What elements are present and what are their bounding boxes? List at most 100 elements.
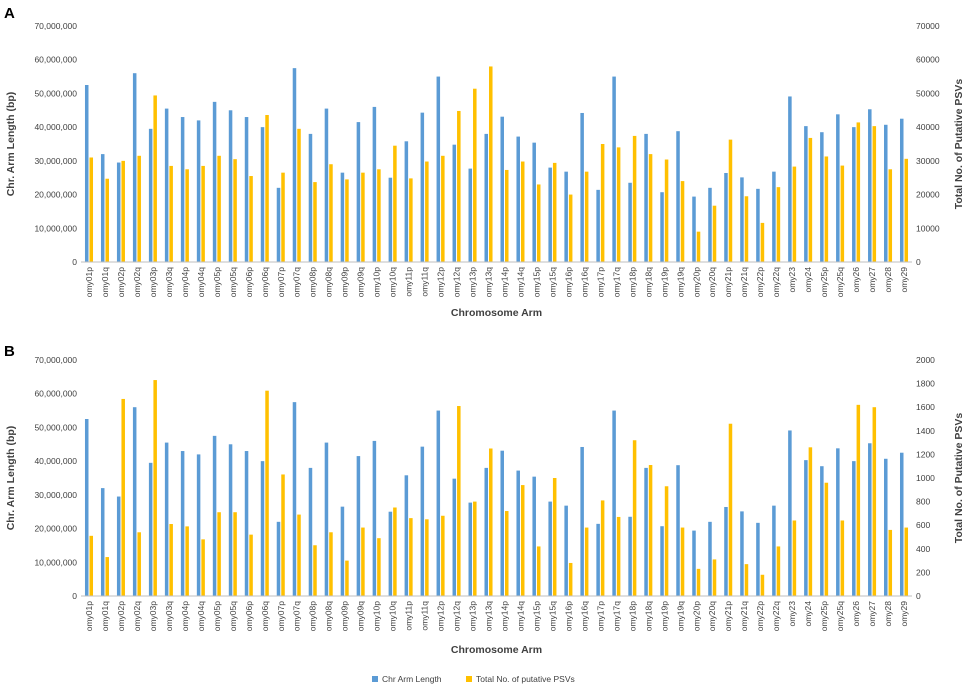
panel-a-bar-length-omy24 — [804, 126, 808, 262]
panel-a-bar-length-omy13p — [468, 168, 473, 262]
panel-b-x-tick-label: omy13p — [468, 601, 478, 632]
panel-b-x-tick-label: omy18q — [643, 601, 653, 632]
panel-b-bar-length-omy13p — [468, 502, 473, 596]
panel-b-bar-length-omy12p — [436, 410, 441, 596]
panel-a-bar-psv-omy17p — [600, 144, 605, 262]
panel-b-bar-length-omy02p — [116, 496, 121, 596]
panel-a-bar-length-omy06p — [244, 117, 249, 262]
panel-a-bar-length-omy19q — [676, 131, 680, 262]
panel-b-x-tick-label: omy11p — [404, 601, 414, 631]
panel-a-y2-tick-label: 0 — [916, 257, 921, 267]
panel-a-x-tick-label: omy01q — [100, 267, 110, 298]
panel-a-x-tick-label: omy12q — [452, 267, 462, 298]
panel-b-x-tick-label: omy07p — [276, 601, 286, 632]
panel-b-y2-tick-label: 400 — [916, 544, 930, 554]
panel-b-bar-length-omy10q — [388, 511, 393, 596]
panel-a-bar-psv-omy21q — [744, 196, 749, 262]
panel-a-x-tick-label: omy08q — [324, 267, 334, 298]
panel-b-right-axis: 0 200 400 600 800 1000 1200 1400 1600 1800 2000 — [916, 355, 935, 601]
panel-b-bar-length-omy17p — [596, 523, 600, 596]
panel-b-x-tick-label: omy20q — [707, 601, 717, 632]
panel-a-x-tick-label: omy27 — [867, 267, 877, 293]
panel-a-y2-tick-label: 70000 — [916, 21, 940, 31]
panel-b-bar-length-omy19q — [676, 465, 680, 596]
panel-a-bar-psv-omy04q — [201, 165, 205, 262]
panel-b-x-tick-label: omy05q — [228, 601, 238, 632]
panel-b-bar-length-omy22q — [772, 505, 776, 596]
panel-b-x-tick-label: omy08q — [324, 601, 334, 632]
panel-b-bar-psv-omy02q — [137, 532, 141, 596]
panel-b-x-tick-label: omy01q — [100, 601, 110, 632]
panel-b-y2-tick-label: 0 — [916, 591, 921, 601]
panel-a-bar-length-omy10q — [388, 177, 393, 262]
panel-a-x-tick-label: omy18p — [627, 267, 637, 298]
panel-a-bar-psv-omy20q — [712, 205, 717, 262]
panel-a-bar-psv-omy09q — [361, 172, 365, 262]
panel-a-y2-tick-label: 30000 — [916, 156, 940, 166]
panel-a-bar-length-omy14q — [516, 136, 520, 262]
panel-b-x-tick-label: omy13q — [484, 601, 494, 632]
panel-b-bar-length-omy04p — [180, 451, 185, 596]
panel-a-bar-psv-omy09p — [345, 179, 349, 262]
panel-a-x-tick-label: omy06q — [260, 267, 270, 298]
panel-b-bar-psv-omy25q — [840, 520, 845, 596]
panel-a-x-tick-labels: omy01p omy01q omy02p omy02q omy03p omy03q omy0… — [84, 267, 909, 298]
panel-b-x-tick-label: omy28 — [883, 601, 893, 627]
panel-b-x-tick-label: omy09q — [356, 601, 366, 632]
panel-b-bar-psv-omy06p — [249, 534, 253, 596]
panel-a-left-axis: 0 10,000,000 20,000,000 30,000,000 40,000,00… — [34, 21, 77, 267]
panel-b-y-tick-label: 30,000,000 — [34, 490, 77, 500]
panel-a-bar-length-omy07p — [276, 187, 281, 262]
panel-b-y2-tick-label: 800 — [916, 497, 930, 507]
panel-a-x-tick-label: omy18q — [643, 267, 653, 298]
panel-a-x-tick-label: omy05p — [212, 267, 222, 298]
panel-a-x-tick-label: omy10q — [388, 267, 398, 298]
panel-b-bar-psv-omy10p — [377, 538, 381, 596]
panel-a-bar-length-omy03p — [148, 128, 153, 262]
panel-a-x-tick-label: omy16p — [563, 267, 573, 298]
panel-b-bars — [84, 380, 909, 596]
panel-b-y-tick-label: 20,000,000 — [34, 524, 77, 534]
panel-b-bar-psv-omy29 — [904, 527, 909, 596]
panel-a-bar-psv-omy07p — [281, 172, 285, 262]
panel-a-y-tick-label: 30,000,000 — [34, 156, 77, 166]
panel-b-y2-tick-label: 200 — [916, 567, 930, 577]
panel-b-x-tick-label: omy24 — [803, 601, 813, 627]
panel-b-y2-tick-label: 600 — [916, 520, 930, 530]
panel-a-bar-psv-omy16q — [584, 171, 589, 262]
panel-b-bar-length-omy17q — [612, 410, 616, 596]
panel-a-bar-length-omy20p — [692, 196, 696, 262]
panel-a-bar-length-omy19p — [660, 192, 664, 262]
panel-a-y-tick-label: 20,000,000 — [34, 190, 77, 200]
panel-b-bar-length-omy20q — [708, 521, 712, 596]
panel-b-bar-length-omy29 — [899, 452, 904, 596]
panel-b-x-tick-label: omy15q — [547, 601, 557, 632]
panel-a-bar-length-omy01p — [84, 85, 89, 262]
panel-a-x-tick-label: omy05q — [228, 267, 238, 298]
panel-a-y-tick-label: 60,000,000 — [34, 55, 77, 65]
panel-a-y2-tick-label: 20000 — [916, 190, 940, 200]
panel-b-bar-length-omy24 — [804, 460, 808, 596]
panel-a-bar-psv-omy02q — [137, 155, 141, 262]
panel-b-bar-psv-omy15q — [552, 478, 557, 596]
panel-a-bar-psv-omy28 — [888, 169, 893, 262]
panel-a-y-tick-label: 40,000,000 — [34, 122, 77, 132]
panel-b-x-tick-label: omy19p — [659, 601, 669, 632]
panel-a-bar-length-omy11p — [404, 141, 409, 262]
panel-b-x-tick-label: omy06q — [260, 601, 270, 632]
panel-b-bar-length-omy28 — [884, 458, 888, 596]
panel-a-bar-psv-omy19q — [680, 181, 685, 262]
panel-b-bar-psv-omy05p — [217, 512, 221, 596]
panel-b-bar-length-omy15q — [548, 501, 552, 596]
panel-b-bar-psv-omy01q — [105, 557, 109, 596]
panel-b-bar-psv-omy07q — [297, 514, 301, 596]
panel-a-bar-psv-omy12p — [441, 155, 445, 262]
panel-b-bar-psv-omy21q — [744, 564, 749, 596]
panel-b-y2-axis-title: Total No. of Putative PSVs — [953, 413, 965, 544]
panel-a-bar-length-omy09q — [356, 122, 361, 262]
panel-b-bar-psv-omy21p — [728, 423, 733, 596]
panel-b-bar-length-omy14q — [516, 470, 520, 596]
panel-b-x-tick-label: omy12q — [452, 601, 462, 632]
panel-a-x-tick-label: omy14p — [499, 267, 509, 298]
panel-b-x-tick-label: omy03p — [148, 601, 158, 632]
